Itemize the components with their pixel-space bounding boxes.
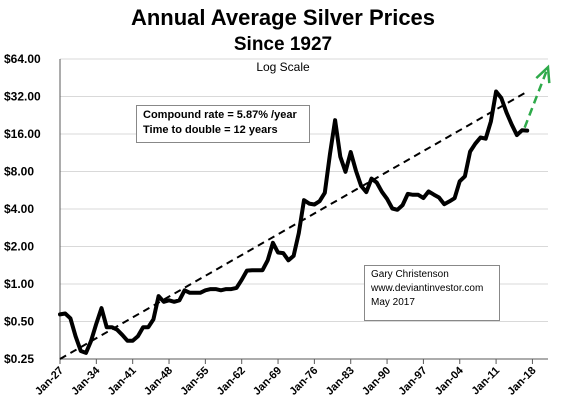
y-tick-label: $16.00 <box>4 127 41 141</box>
x-tick-label: Jan-76 <box>287 365 320 398</box>
projection-line <box>523 66 550 129</box>
y-tick-label: $0.50 <box>4 315 34 329</box>
chart-subtitle: Since 1927 <box>233 34 333 55</box>
x-tick-label: Jan-90 <box>360 365 393 398</box>
y-tick-label: $1.00 <box>4 277 34 291</box>
credit-box: Gary Christenson www.deviantinvestor.com… <box>364 265 500 321</box>
x-tick-label: Jan-48 <box>142 365 175 398</box>
y-tick-label: $4.00 <box>4 202 34 216</box>
x-tick-label: Jan-69 <box>251 365 284 398</box>
x-tick-label: Jan-41 <box>106 365 139 398</box>
y-tick-label: $0.25 <box>4 352 34 366</box>
compound-rate-text: Compound rate = 5.87% /year <box>143 109 297 121</box>
y-tick-label: $8.00 <box>4 165 34 179</box>
publication-date: May 2017 <box>371 297 415 308</box>
x-tick-label: Jan-04 <box>433 364 467 398</box>
x-tick-label: Jan-18 <box>505 365 538 398</box>
chart-title: Annual Average Silver Prices <box>130 5 436 30</box>
y-tick-label: $32.00 <box>4 90 41 104</box>
projection-arrowhead <box>535 64 551 84</box>
y-tick-label: $64.00 <box>4 52 41 66</box>
x-tick-label: Jan-97 <box>396 365 429 398</box>
author-website: www.deviantinvestor.com <box>371 283 484 294</box>
x-tick-label: Jan-11 <box>470 365 503 398</box>
trend-line <box>59 90 528 360</box>
y-tick-label: $2.00 <box>4 240 34 254</box>
x-tick-label: Jan-27 <box>33 365 66 398</box>
x-tick-label: Jan-55 <box>178 365 211 398</box>
compound-rate-annotation: Compound rate = 5.87% /year Time to doub… <box>136 105 310 143</box>
scale-note: Log Scale <box>256 60 310 74</box>
author-name: Gary Christenson <box>371 269 449 280</box>
x-tick-label: Jan-83 <box>324 365 357 398</box>
x-tick-label: Jan-34 <box>69 364 103 398</box>
doubling-time-text: Time to double = 12 years <box>143 124 278 136</box>
x-tick-label: Jan-62 <box>215 365 248 398</box>
silver-price-line <box>58 89 530 355</box>
